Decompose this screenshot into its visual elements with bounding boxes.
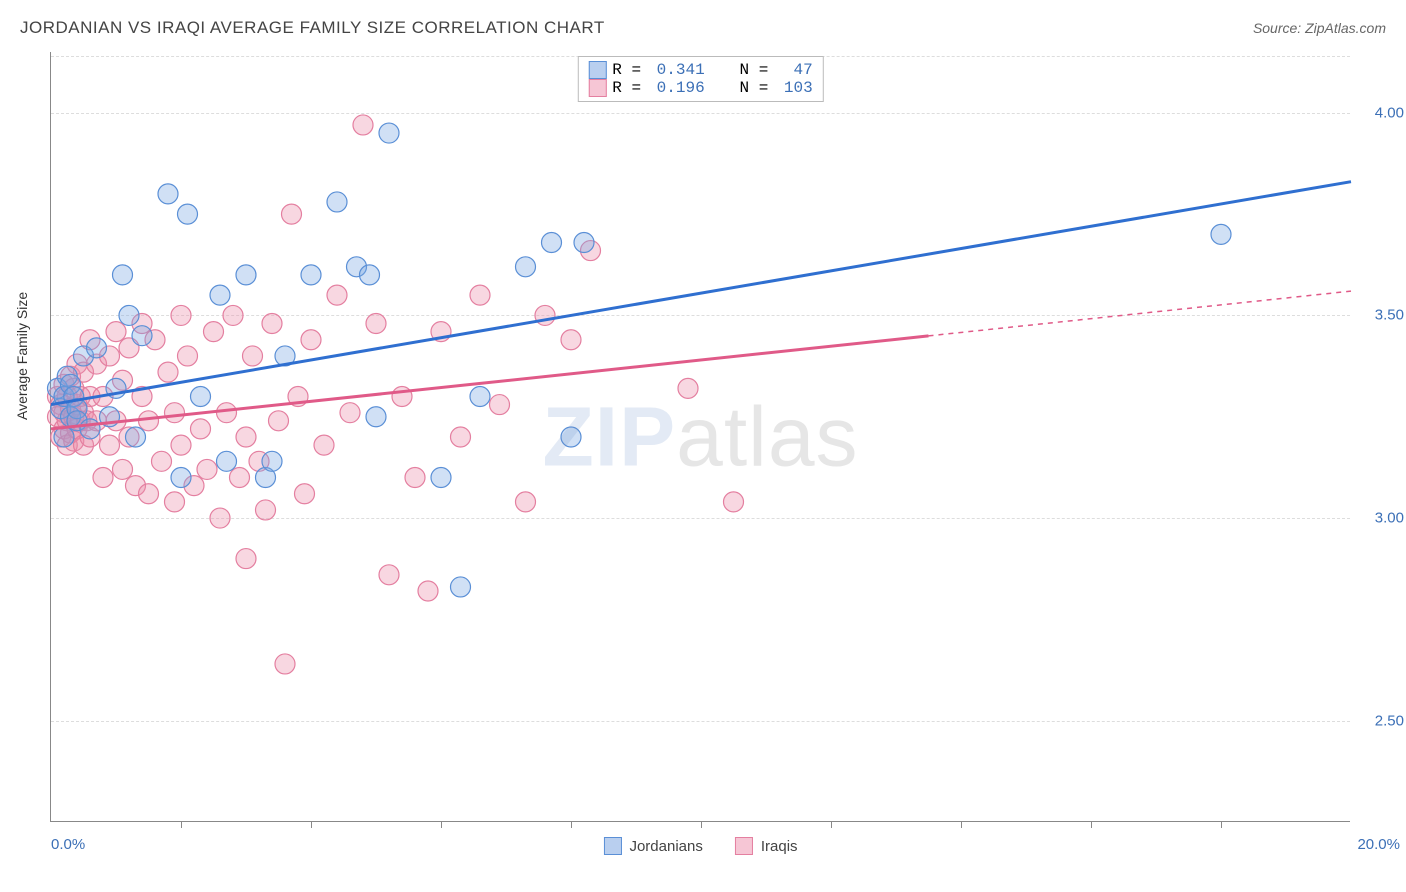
- x-tick: [441, 821, 442, 828]
- legend-label: Iraqis: [761, 838, 798, 855]
- swatch-icon: [603, 837, 621, 855]
- y-tick-label: 3.00: [1375, 510, 1404, 527]
- source-label: Source: ZipAtlas.com: [1253, 20, 1386, 36]
- y-tick-label: 2.50: [1375, 712, 1404, 729]
- x-tick: [701, 821, 702, 828]
- stat-box: R = 0.341 N = 47R = 0.196 N = 103: [577, 56, 823, 102]
- x-tick: [831, 821, 832, 828]
- swatch-icon: [588, 61, 606, 79]
- chart-title: JORDANIAN VS IRAQI AVERAGE FAMILY SIZE C…: [20, 18, 605, 38]
- stat-row: R = 0.196 N = 103: [588, 79, 812, 97]
- x-tick: [1221, 821, 1222, 828]
- swatch-icon: [588, 79, 606, 97]
- x-tick: [571, 821, 572, 828]
- swatch-icon: [735, 837, 753, 855]
- x-axis-end-label: 20.0%: [1357, 836, 1400, 853]
- x-axis-start-label: 0.0%: [51, 836, 85, 853]
- x-tick: [961, 821, 962, 828]
- plot-area: 2.503.003.504.00 0.0% 20.0% ZIPatlas R =…: [50, 52, 1350, 822]
- x-tick: [1091, 821, 1092, 828]
- legend-label: Jordanians: [629, 838, 702, 855]
- y-tick-label: 4.00: [1375, 104, 1404, 121]
- y-axis-label: Average Family Size: [14, 292, 30, 420]
- x-tick: [311, 821, 312, 828]
- trend-iraqis-dash: [929, 291, 1352, 336]
- stat-row: R = 0.341 N = 47: [588, 61, 812, 79]
- trend-jordanians-solid: [51, 182, 1351, 405]
- legend-item: Iraqis: [735, 837, 798, 855]
- legend-item: Jordanians: [603, 837, 702, 855]
- trend-lines: [51, 52, 1350, 821]
- x-tick: [181, 821, 182, 828]
- y-tick-label: 3.50: [1375, 307, 1404, 324]
- legend: Jordanians Iraqis: [603, 837, 797, 855]
